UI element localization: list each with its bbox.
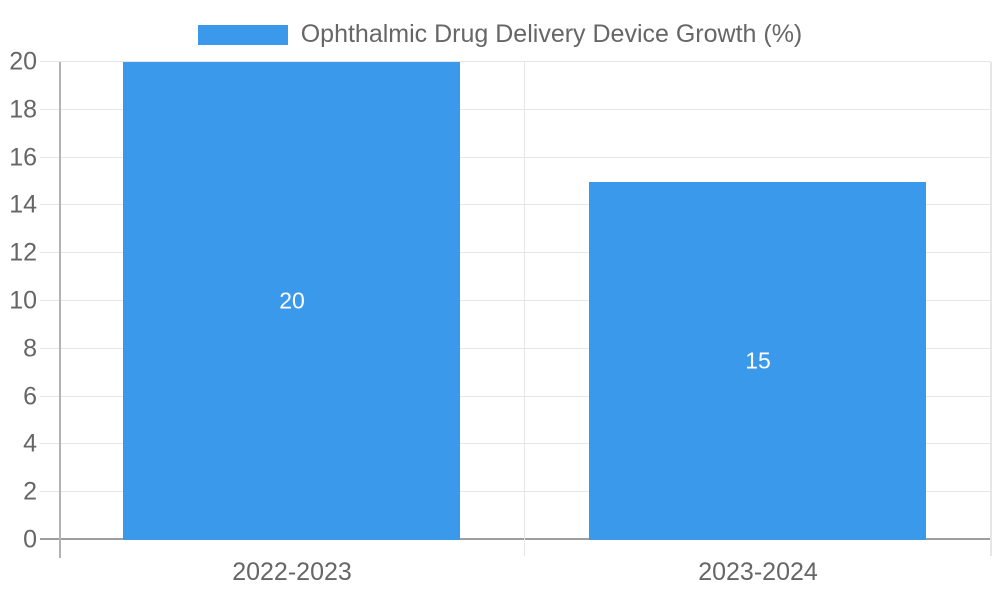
y-tick-label-10: 10	[9, 286, 37, 315]
y-axis-tick-labels: 0 2 4 6 8 10 12 14 16 18 20	[0, 49, 37, 552]
x-axis-tick-labels: 2022-2023 2023-2024	[59, 556, 991, 586]
gridline-y-10	[40, 300, 991, 301]
y-tick-label-4: 4	[23, 429, 37, 458]
x-tick-label-2023-2024: 2023-2024	[698, 558, 818, 586]
gridline-y-16	[40, 156, 991, 158]
bar-2022-2023: 20	[123, 62, 461, 540]
y-tick-label-12: 12	[9, 238, 37, 267]
plot-right-edge-line	[990, 62, 992, 556]
y-axis-line	[59, 62, 61, 558]
gridline-y-2	[40, 491, 991, 493]
bar-value-label: 20	[279, 287, 305, 314]
bar-2023-2024: 15	[589, 181, 927, 540]
y-tick-label-0: 0	[23, 525, 37, 554]
chart-legend: Ophthalmic Drug Delivery Device Growth (…	[0, 22, 1000, 47]
gridline-y-4	[40, 443, 991, 445]
category-divider-line	[524, 62, 525, 556]
x-axis-line	[40, 538, 991, 540]
y-tick-label-8: 8	[23, 334, 37, 363]
gridline-y-14	[40, 204, 991, 206]
gridline-y-18	[40, 108, 991, 110]
gridline-y-8	[40, 347, 991, 349]
bar-value-label: 15	[745, 347, 771, 374]
gridline-y-12	[40, 252, 991, 254]
y-tick-label-2: 2	[23, 477, 37, 506]
y-tick-label-6: 6	[23, 382, 37, 411]
plot-area: 20 15	[40, 61, 992, 558]
legend-label: Ophthalmic Drug Delivery Device Growth (…	[300, 20, 803, 48]
y-tick-label-18: 18	[9, 95, 37, 124]
y-tick-label-16: 16	[9, 143, 37, 172]
y-tick-label-14: 14	[9, 190, 37, 219]
x-tick-label-2022-2023: 2022-2023	[232, 558, 352, 586]
gridline-y-6	[40, 395, 991, 397]
legend-swatch-icon	[197, 24, 288, 45]
y-tick-label-20: 20	[9, 47, 37, 76]
gridline-y-20	[40, 61, 991, 62]
